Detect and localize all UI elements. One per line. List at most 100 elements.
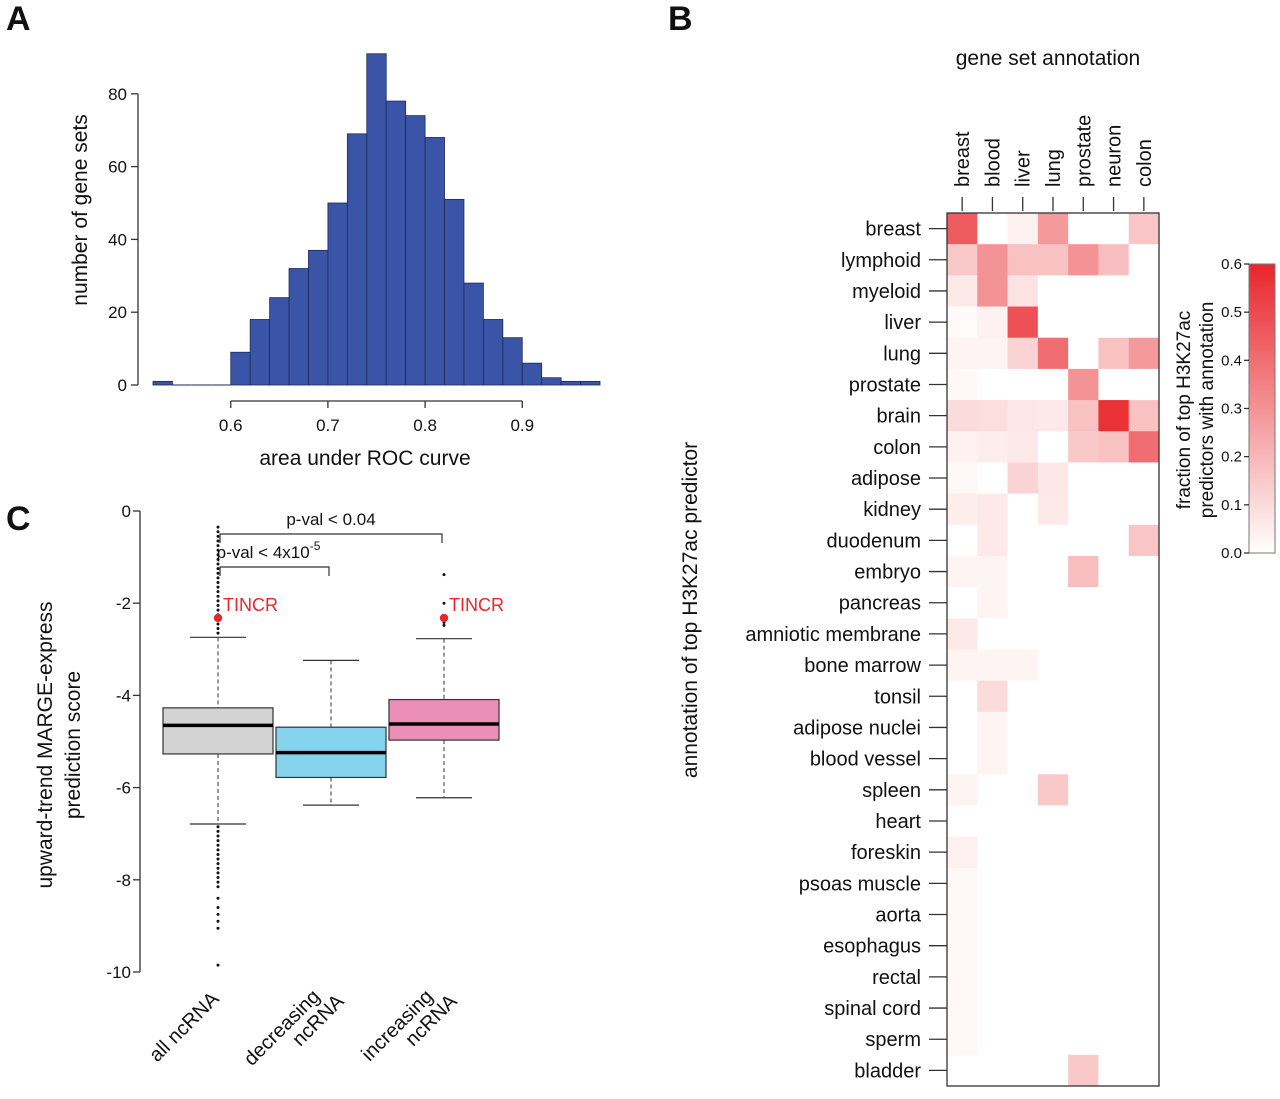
heatmap-cell xyxy=(1128,711,1160,744)
outlier-point xyxy=(216,926,220,930)
heatmap-cell xyxy=(1007,337,1039,370)
heatmap-cell xyxy=(977,275,1009,308)
heatmap-cell xyxy=(947,431,978,463)
outlier-point xyxy=(216,590,220,594)
heatmap-cell xyxy=(947,805,978,838)
heatmap-cell xyxy=(1068,524,1099,557)
heatmap-cell xyxy=(1098,244,1130,276)
row-label: liver xyxy=(884,312,921,334)
heatmap-cell xyxy=(947,400,978,432)
colorbar xyxy=(1248,263,1276,554)
heatmap-cell xyxy=(1007,774,1039,806)
heatmap-cells xyxy=(947,213,1160,1087)
heatmap-cell xyxy=(947,867,978,900)
heatmap-cell xyxy=(1128,618,1160,650)
heatmap-cell xyxy=(1098,930,1130,962)
histogram-bar xyxy=(424,137,445,386)
heatmap-cell xyxy=(1068,992,1099,1025)
heatmap-cell xyxy=(1068,587,1099,619)
column-label: breast xyxy=(952,131,974,187)
row-label: amniotic membrane xyxy=(745,624,921,646)
boxplot-panel: 0-2-4-6-8-10 TINCR TINCR p-val < 0.04p-va… xyxy=(34,502,504,1070)
row-labels: breast lymphoid myeloid liver lung prostate br… xyxy=(745,219,947,1082)
heatmap-cell xyxy=(1098,306,1130,339)
heatmap-cell xyxy=(1068,1023,1099,1056)
outlier-point xyxy=(216,857,220,861)
x-tick-label: 0.7 xyxy=(316,416,340,435)
x-tick-label: 0.9 xyxy=(510,416,534,435)
heatmap-cell xyxy=(1007,400,1039,432)
histogram-bar xyxy=(269,297,290,386)
heatmap-cell xyxy=(1007,618,1039,650)
row-label: heart xyxy=(875,811,921,833)
p-value-label: p-val < 4x10-5 xyxy=(217,539,321,562)
column-label: liver xyxy=(1013,150,1035,187)
y-axis: 0 -2 -4 -6 -8 -10 xyxy=(106,502,141,982)
column-label: colon xyxy=(1134,139,1156,187)
heatmap-cell xyxy=(977,337,1009,370)
heatmap-cell xyxy=(1007,898,1039,931)
heatmap-cell xyxy=(1037,524,1069,557)
heatmap-cell xyxy=(1128,898,1160,931)
heatmap-cell xyxy=(1128,337,1160,370)
heatmap-cell xyxy=(1128,306,1160,339)
heatmap-cell xyxy=(977,680,1009,713)
heatmap-cell xyxy=(947,680,978,713)
heatmap-cell xyxy=(1007,992,1039,1025)
heatmap-cell xyxy=(1068,774,1099,806)
heatmap-cell xyxy=(977,961,1009,993)
column-labels: breast blood liver lung prostate neuron colon xyxy=(952,115,1156,211)
heatmap-cell xyxy=(1068,680,1099,713)
heatmap-cell xyxy=(1007,961,1039,993)
histogram-bar xyxy=(230,351,251,386)
heatmap-cell xyxy=(977,493,1009,526)
heatmap-cell xyxy=(1037,275,1069,308)
heatmap-cell xyxy=(977,1054,1009,1087)
heatmap-cell xyxy=(1098,836,1130,869)
heatmap-cell xyxy=(1068,1054,1099,1087)
histogram-bar xyxy=(541,377,562,386)
heatmap-cell xyxy=(1007,930,1039,962)
outlier-point xyxy=(216,862,220,866)
histogram-bar xyxy=(502,337,523,386)
heatmap-cell xyxy=(1128,805,1160,838)
heatmap-cell xyxy=(1068,711,1099,744)
heatmap-cell xyxy=(977,524,1009,557)
heatmap-cell xyxy=(1007,680,1039,713)
heatmap-cell xyxy=(1098,368,1130,401)
heatmap-cell xyxy=(1098,711,1130,744)
outlier-point xyxy=(216,852,220,856)
heatmap-cell xyxy=(1098,992,1130,1025)
row-label: bone marrow xyxy=(804,655,921,677)
y-axis-title: number of gene sets xyxy=(69,114,92,305)
panel-letter-a: A xyxy=(6,0,31,38)
heatmap-frame xyxy=(946,212,1160,1087)
outlier-point xyxy=(216,525,220,529)
heatmap-cell xyxy=(1037,244,1069,276)
outlier-point xyxy=(216,539,220,543)
heatmap-cell xyxy=(1128,400,1160,432)
heatmap-cell xyxy=(947,930,978,962)
outlier-point xyxy=(216,534,220,538)
heatmap-cell xyxy=(1007,867,1039,900)
outlier-point xyxy=(216,627,220,631)
row-label: blood vessel xyxy=(810,749,921,771)
heatmap-cell xyxy=(947,493,978,526)
heatmap-cell xyxy=(1037,306,1069,339)
y-tick-label: -6 xyxy=(116,779,131,798)
heatmap-cell xyxy=(947,649,978,682)
y-tick-label: -10 xyxy=(106,963,131,982)
outlier-point xyxy=(216,848,220,852)
heatmap-cell xyxy=(1037,961,1069,993)
highlight-point xyxy=(213,613,223,623)
heatmap-cell xyxy=(1007,213,1039,245)
row-label: prostate xyxy=(849,374,921,396)
heatmap-cell xyxy=(1098,867,1130,900)
heatmap-cell xyxy=(1068,618,1099,650)
heatmap-cell xyxy=(1007,587,1039,619)
heatmap-cell xyxy=(1068,867,1099,900)
heatmap-cell xyxy=(1007,244,1039,276)
heatmap-cell xyxy=(1098,213,1130,245)
heatmap-cell xyxy=(1068,462,1099,495)
